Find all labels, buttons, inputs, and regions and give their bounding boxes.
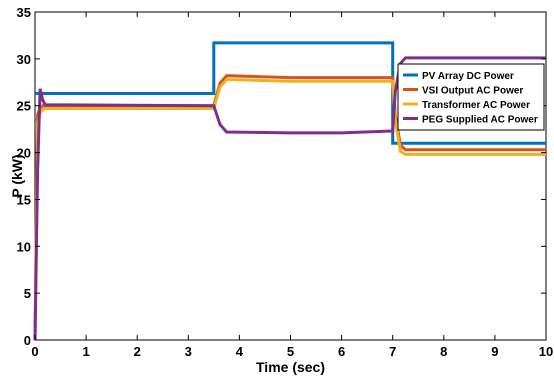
legend-label-4: PEG Supplied AC Power (422, 115, 538, 126)
legend: PV Array DC Power VSI Output AC Power Tran… (397, 63, 545, 131)
y-tick-label: 5 (24, 286, 31, 301)
x-tick-label: 4 (236, 344, 244, 359)
legend-label-1: PV Array DC Power (422, 71, 514, 82)
legend-box (397, 63, 545, 131)
y-tick-label: 15 (17, 192, 31, 207)
x-tick-label: 3 (185, 344, 192, 359)
x-tick-label: 2 (134, 344, 141, 359)
y-tick-label: 10 (17, 239, 31, 254)
tick-layer: 0 1 2 3 4 5 6 7 8 9 10 0 5 10 15 20 25 30 35 (17, 5, 554, 359)
y-tick-label: 25 (17, 99, 31, 114)
x-tick-label: 6 (338, 344, 345, 359)
legend-label-2: VSI Output AC Power (422, 86, 523, 97)
x-tick-label: 10 (539, 344, 553, 359)
y-axis-label: P (kW) (9, 154, 25, 197)
x-axis-label: Time (sec) (256, 359, 325, 375)
y-tick-label: 0 (24, 333, 31, 348)
x-tick-label: 0 (31, 344, 38, 359)
x-tick-label: 9 (491, 344, 498, 359)
y-tick-label: 30 (17, 52, 31, 67)
series-line-3 (33, 77, 546, 341)
series-line-1 (35, 41, 546, 145)
x-tick-label: 5 (287, 344, 294, 359)
plot-frame (34, 11, 547, 341)
x-tick-label: 1 (82, 344, 89, 359)
legend-label-3: Transformer AC Power (422, 100, 530, 111)
y-tick-label: 20 (17, 146, 31, 161)
x-tick-label: 8 (440, 344, 447, 359)
x-tick-label: 7 (389, 344, 396, 359)
y-tick-label: 35 (17, 5, 31, 20)
